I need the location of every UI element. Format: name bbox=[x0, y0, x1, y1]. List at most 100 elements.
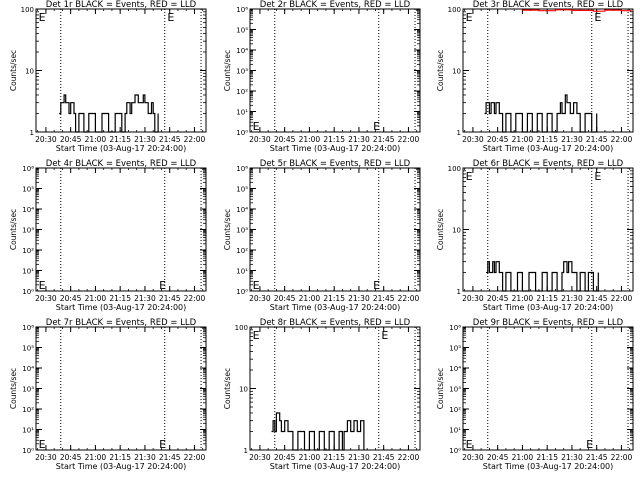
y-tick-label: 10⁰ bbox=[22, 288, 34, 296]
x-tick-label: 20:30 bbox=[462, 135, 484, 144]
x-tick-label: 21:30 bbox=[348, 294, 370, 303]
x-tick-label: 21:00 bbox=[299, 453, 321, 462]
x-tick-label: 21:30 bbox=[134, 135, 156, 144]
y-tick-label: 10⁵ bbox=[449, 345, 461, 353]
x-axis-label: Start Time (03-Aug-17 20:24:00) bbox=[483, 303, 614, 312]
detector-panel-8: Det 8r BLACK = Events, RED = LLD 1 10 100 20… bbox=[223, 318, 421, 471]
y-tick-label: 10⁰ bbox=[236, 288, 248, 296]
event-marker: E bbox=[39, 279, 46, 292]
event-marker: E bbox=[253, 279, 260, 292]
x-tick-label: 21:30 bbox=[134, 294, 156, 303]
x-tick-label: 20:30 bbox=[35, 294, 57, 303]
y-tick-label: 100 bbox=[448, 6, 461, 14]
event-marker: E bbox=[159, 438, 166, 451]
y-axis-label: Counts/sec bbox=[436, 209, 445, 250]
x-tick-label: 21:15 bbox=[536, 453, 558, 462]
panel-title: Det 3r BLACK = Events, RED = LLD bbox=[473, 0, 624, 10]
y-tick-label: 10² bbox=[236, 247, 248, 255]
y-tick-label: 1 bbox=[457, 288, 461, 296]
y-axis-label: Counts/sec bbox=[436, 368, 445, 409]
x-tick-label: 20:30 bbox=[249, 453, 271, 462]
series-line-1 bbox=[59, 94, 159, 133]
x-tick-label: 20:30 bbox=[35, 453, 57, 462]
x-tick-label: 21:00 bbox=[85, 453, 107, 462]
y-tick-label: 10² bbox=[22, 406, 34, 414]
event-marker: E bbox=[39, 438, 46, 451]
y-tick-label: 10² bbox=[449, 406, 461, 414]
detector-panel-4: Det 4r BLACK = Events, RED = LLD 10⁰ 10¹ 10… bbox=[9, 159, 207, 312]
event-marker: E bbox=[253, 120, 260, 133]
y-axis-label: Counts/sec bbox=[223, 368, 232, 409]
x-tick-label: 20:30 bbox=[249, 294, 271, 303]
x-tick-label: 21:30 bbox=[561, 453, 583, 462]
y-tick-label: 10⁵ bbox=[22, 345, 34, 353]
y-tick-label: 10⁰ bbox=[236, 129, 248, 137]
y-tick-label: 10³ bbox=[22, 386, 34, 394]
x-tick-label: 21:15 bbox=[323, 453, 345, 462]
x-tick-label: 21:15 bbox=[109, 135, 131, 144]
y-tick-label: 10⁰ bbox=[22, 447, 34, 455]
x-tick-label: 21:00 bbox=[299, 294, 321, 303]
y-tick-label: 10⁶ bbox=[236, 165, 248, 173]
plot-frame bbox=[462, 167, 634, 292]
x-tick-label: 21:45 bbox=[373, 453, 395, 462]
x-tick-label: 21:45 bbox=[586, 453, 608, 462]
event-marker: E bbox=[39, 11, 46, 24]
plot-frame bbox=[249, 8, 421, 133]
series-line-2 bbox=[522, 9, 632, 12]
detector-panel-5: Det 5r BLACK = Events, RED = LLD 10⁰ 10¹ 10… bbox=[223, 159, 421, 312]
event-marker: E bbox=[373, 120, 380, 133]
y-tick-label: 1 bbox=[244, 447, 248, 455]
plot-frame bbox=[35, 167, 207, 292]
series-line-1 bbox=[271, 412, 365, 451]
y-tick-label: 10⁶ bbox=[449, 324, 461, 332]
y-tick-label: 10 bbox=[239, 386, 248, 394]
y-tick-label: 10³ bbox=[236, 68, 248, 76]
y-tick-label: 10⁴ bbox=[236, 47, 248, 55]
panel-title: Det 2r BLACK = Events, RED = LLD bbox=[260, 0, 411, 10]
x-tick-label: 21:00 bbox=[512, 135, 534, 144]
x-tick-label: 21:15 bbox=[323, 294, 345, 303]
x-axis-label: Start Time (03-Aug-17 20:24:00) bbox=[56, 303, 187, 312]
x-tick-label: 22:00 bbox=[184, 135, 206, 144]
x-tick-label: 22:00 bbox=[611, 453, 633, 462]
y-tick-label: 100 bbox=[235, 324, 248, 332]
x-tick-label: 21:00 bbox=[85, 135, 107, 144]
x-tick-label: 20:45 bbox=[60, 135, 82, 144]
y-tick-label: 10 bbox=[452, 227, 461, 235]
x-tick-label: 22:00 bbox=[398, 453, 420, 462]
y-tick-label: 10² bbox=[236, 88, 248, 96]
y-tick-label: 10⁴ bbox=[22, 206, 34, 214]
x-tick-label: 21:00 bbox=[512, 294, 534, 303]
y-tick-label: 10⁴ bbox=[449, 365, 461, 373]
x-tick-label: 21:45 bbox=[373, 294, 395, 303]
x-tick-label: 22:00 bbox=[184, 294, 206, 303]
y-tick-label: 100 bbox=[21, 6, 34, 14]
y-tick-label: 100 bbox=[448, 165, 461, 173]
x-tick-label: 20:45 bbox=[274, 294, 296, 303]
y-tick-label: 10¹ bbox=[22, 268, 34, 276]
x-tick-label: 20:45 bbox=[274, 135, 296, 144]
x-tick-label: 20:45 bbox=[60, 453, 82, 462]
x-tick-label: 21:00 bbox=[85, 294, 107, 303]
x-tick-label: 22:00 bbox=[611, 135, 633, 144]
x-tick-label: 21:45 bbox=[159, 135, 181, 144]
series-line-1 bbox=[484, 94, 598, 133]
x-axis-label: Start Time (03-Aug-17 20:24:00) bbox=[270, 144, 401, 153]
x-axis-label: Start Time (03-Aug-17 20:24:00) bbox=[56, 462, 187, 471]
x-tick-label: 21:45 bbox=[159, 294, 181, 303]
y-tick-label: 10¹ bbox=[236, 109, 248, 117]
panel-title: Det 1r BLACK = Events, RED = LLD bbox=[46, 0, 197, 10]
detector-panel-6: Det 6r BLACK = Events, RED = LLD 1 10 100 20… bbox=[436, 159, 634, 312]
x-axis-label: Start Time (03-Aug-17 20:24:00) bbox=[270, 303, 401, 312]
y-axis-label: Counts/sec bbox=[9, 50, 18, 91]
x-tick-label: 20:30 bbox=[35, 135, 57, 144]
event-marker: E bbox=[594, 11, 601, 24]
x-tick-label: 21:15 bbox=[323, 135, 345, 144]
x-tick-label: 20:45 bbox=[274, 453, 296, 462]
y-tick-label: 1 bbox=[30, 129, 34, 137]
event-marker: E bbox=[159, 279, 166, 292]
event-marker: E bbox=[466, 438, 473, 451]
x-tick-label: 21:00 bbox=[512, 453, 534, 462]
x-axis-label: Start Time (03-Aug-17 20:24:00) bbox=[483, 462, 614, 471]
